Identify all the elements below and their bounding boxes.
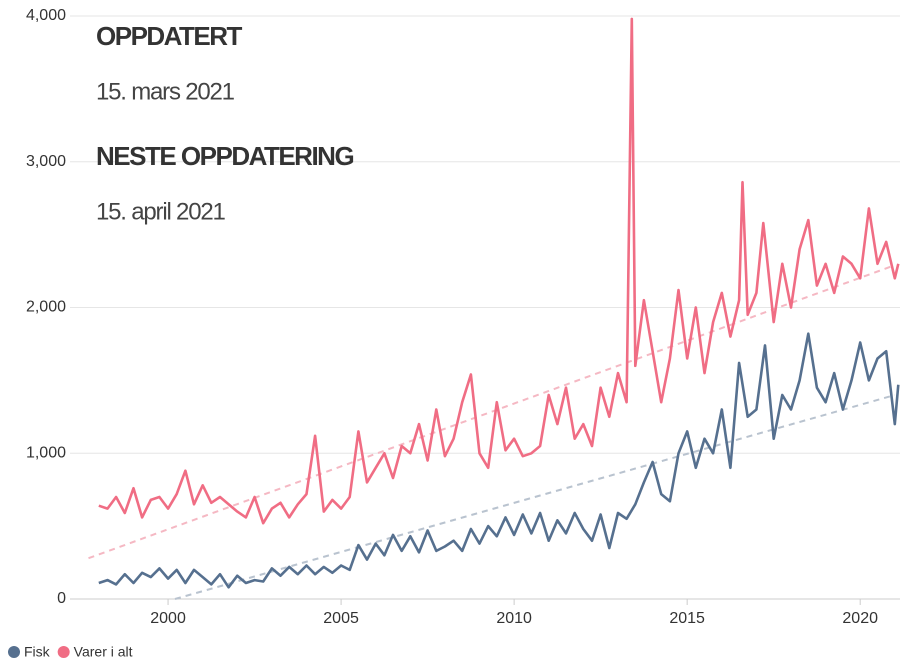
annotation: NESTE OPPDATERING [96, 141, 353, 171]
annotation: 15. mars 2021 [96, 78, 235, 105]
y-tick-label: 0 [57, 590, 66, 607]
annotation: 15. april 2021 [96, 198, 225, 225]
x-tick-label: 2000 [150, 610, 186, 627]
x-tick-label: 2005 [323, 610, 359, 627]
y-tick-label: 4,000 [26, 7, 66, 24]
y-tick-label: 2,000 [26, 299, 66, 316]
trend-line [174, 394, 896, 600]
x-tick-label: 2010 [496, 610, 532, 627]
grid: 0 1,000 2,000 3,000 4,000 2000 2005 2010 2015 202… [26, 7, 900, 627]
trend-line [88, 264, 896, 560]
legend-swatch [8, 646, 20, 658]
legend-label: Fisk [24, 644, 51, 660]
legend-label: Varer i alt [74, 644, 133, 660]
x-tick-label: 2015 [669, 610, 705, 627]
legend: Fisk Varer i alt [8, 644, 133, 660]
legend-swatch [57, 646, 70, 658]
series-line [98, 332, 900, 589]
y-tick-label: 3,000 [26, 153, 66, 170]
plot [88, 17, 900, 600]
y-tick-label: 1,000 [26, 444, 66, 461]
x-tick-label: 2020 [842, 610, 878, 627]
annotation: OPPDATERT [96, 21, 243, 51]
series-line [98, 17, 900, 525]
